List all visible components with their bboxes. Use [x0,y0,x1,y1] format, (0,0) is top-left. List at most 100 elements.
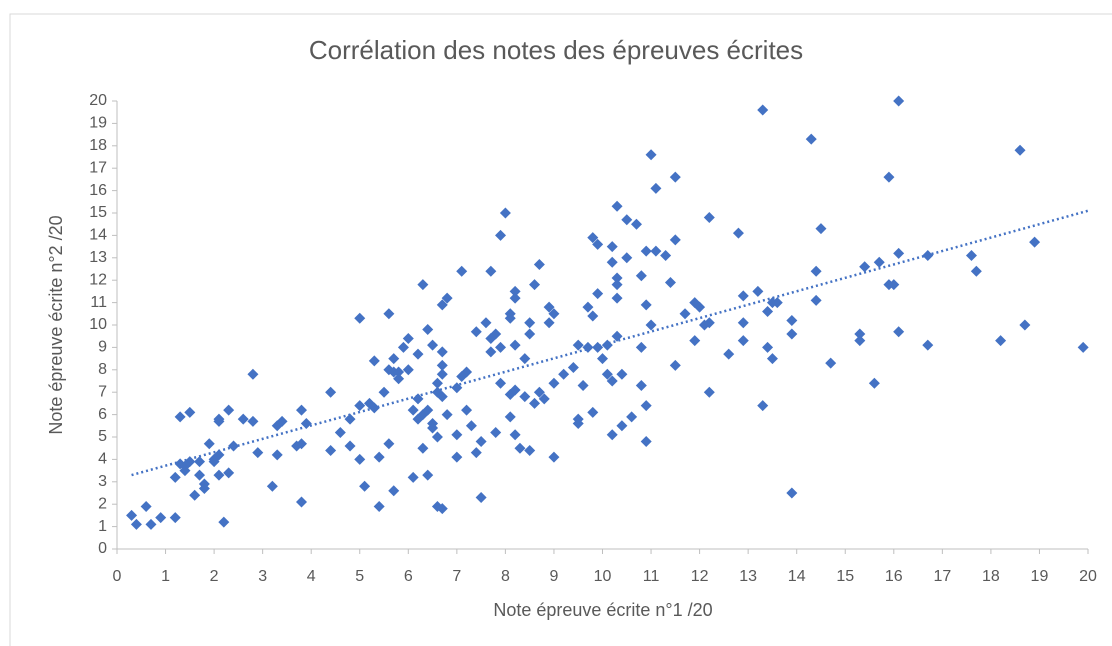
trendline [131,209,1089,477]
point [766,353,778,365]
point [402,364,414,376]
point [393,373,405,385]
point [373,500,385,512]
point [529,397,541,409]
point [495,341,507,353]
point [965,250,977,262]
point [893,95,905,107]
point [635,379,647,391]
point [388,485,400,497]
point [368,355,380,367]
point [703,386,715,398]
point [461,404,473,416]
x-tick-label: 10 [594,568,612,585]
x-tick-label: 9 [549,568,558,585]
point [436,368,448,380]
point [490,328,502,340]
point [825,357,837,369]
y-axis-title: Note épreuve écrite n°2 /20 [46,215,66,434]
y-tick-label: 16 [89,182,107,199]
point [140,500,152,512]
point [888,279,900,291]
point [509,292,521,304]
point [441,409,453,421]
point [786,328,798,340]
point [703,317,715,329]
point [213,415,225,427]
point [169,512,181,524]
y-tick-label: 8 [98,361,107,378]
point [295,496,307,508]
point [533,259,545,271]
point [868,377,880,389]
y-tick-label: 13 [89,249,107,266]
x-tick-label: 12 [691,568,709,585]
point [533,386,545,398]
point [621,214,633,226]
point [184,406,196,418]
point [436,391,448,403]
x-tick-label: 16 [885,568,903,585]
chart-title: Corrélation des notes des épreuves écrit… [309,35,803,65]
point [436,299,448,311]
point [470,447,482,459]
x-tick-label: 14 [788,568,806,585]
point [1029,236,1041,248]
point [431,377,443,389]
point [737,335,749,347]
point [635,270,647,282]
point [587,232,599,244]
point [616,368,628,380]
y-tick-label: 17 [89,159,107,176]
point [412,348,424,360]
x-tick-label: 7 [452,568,461,585]
point [611,279,623,291]
point [145,518,157,530]
point [436,346,448,358]
point [485,346,497,358]
point [606,429,618,441]
point [514,442,526,454]
point [354,400,366,412]
point [126,509,138,521]
point [451,451,463,463]
point [247,368,259,380]
x-tick-label: 18 [982,568,1000,585]
point [1019,319,1031,331]
point [519,353,531,365]
point [635,341,647,353]
point [762,306,774,318]
x-tick-label: 19 [1031,568,1049,585]
point [422,404,434,416]
point [543,301,555,313]
y-tick-label: 2 [98,495,107,512]
y-tick-label: 14 [89,227,107,244]
point [630,218,642,230]
point [271,449,283,461]
point [427,339,439,351]
point [859,261,871,273]
point [558,368,570,380]
point [752,285,764,297]
point [194,456,206,468]
point [650,245,662,257]
point [223,467,235,479]
point [995,335,1007,347]
point [436,503,448,515]
point [427,422,439,434]
point [621,252,633,264]
point [694,301,706,313]
point [577,379,589,391]
point [970,265,982,277]
y-tick-label: 19 [89,115,107,132]
point [854,335,866,347]
point [203,438,215,450]
point [198,478,210,490]
point [422,469,434,481]
point [169,471,181,483]
point [543,317,555,329]
x-tick-label: 11 [643,568,660,585]
point [130,518,142,530]
y-tick-label: 7 [98,383,107,400]
